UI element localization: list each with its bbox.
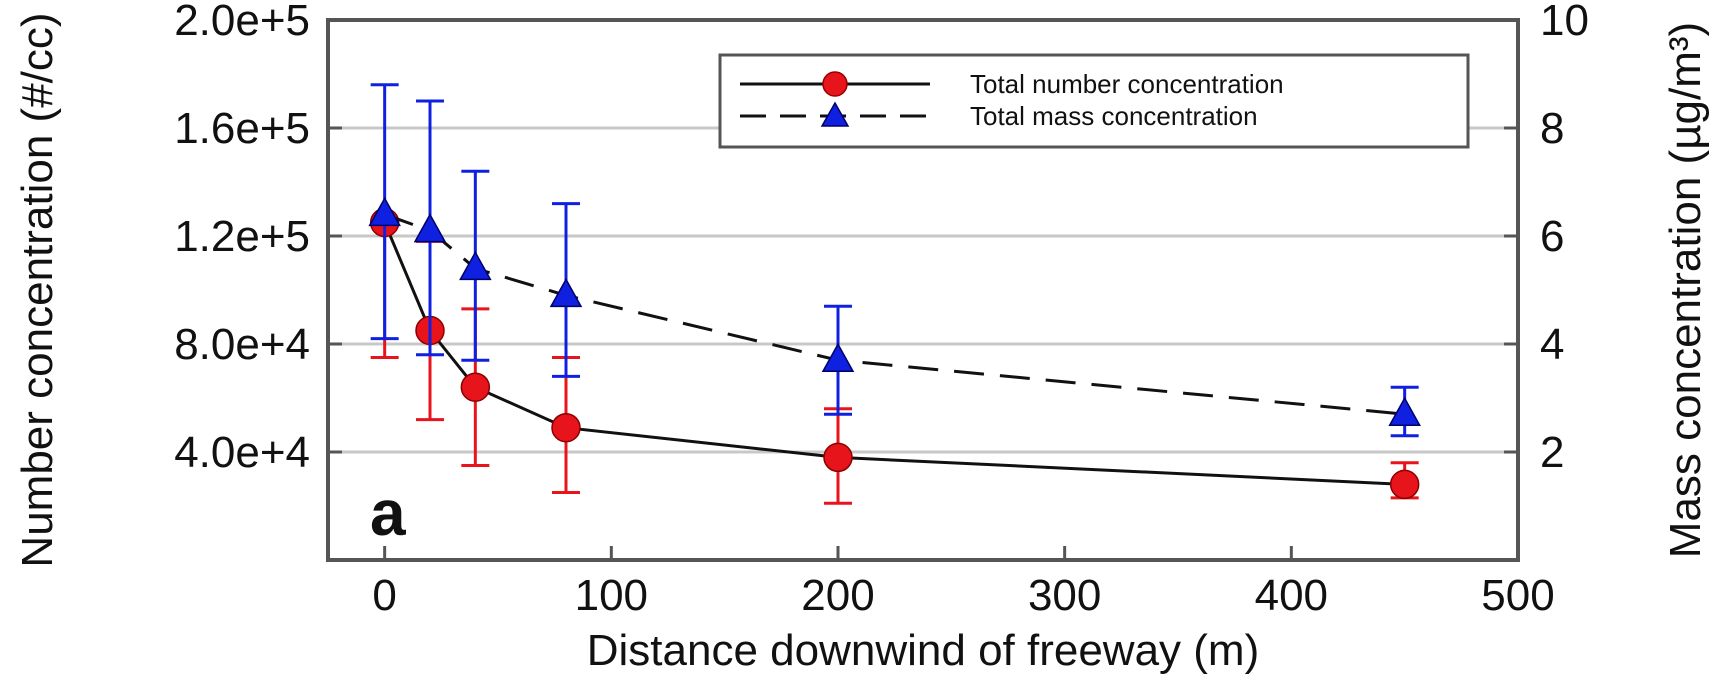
series-line	[384, 212, 1405, 416]
data-point	[460, 372, 491, 402]
legend-label-mass: Total mass concentration	[970, 101, 1258, 131]
y-right-axis-title: Mass concentration (µg/m³)	[1661, 22, 1710, 558]
data-point	[549, 277, 583, 308]
series-1	[368, 83, 1421, 438]
legend: Total number concentration Total mass co…	[718, 53, 1470, 149]
y-left-tick-label: 1.6e+5	[174, 104, 310, 153]
x-tick-label: 500	[1481, 571, 1554, 620]
data-point	[368, 196, 401, 227]
data-point	[823, 442, 853, 473]
data-point	[821, 342, 855, 372]
data-point	[1388, 396, 1421, 426]
y-left-tick-labels: 4.0e+4 8.0e+4 1.2e+5 1.6e+5 2.0e+5	[174, 0, 310, 477]
grid-lines	[328, 126, 1518, 454]
series-layer	[368, 83, 1421, 505]
x-tick-labels: 0 100 200 300 400 500	[372, 571, 1554, 620]
plot-frame	[326, 18, 1520, 562]
series-line	[383, 221, 1405, 486]
legend-marker-number	[822, 71, 848, 97]
x-tick-label: 100	[575, 571, 648, 620]
legend-label-number: Total number concentration	[970, 69, 1284, 99]
y-right-tick-labels: 2 4 6 8 10	[1540, 0, 1589, 477]
data-point	[413, 213, 447, 243]
data-point	[551, 412, 581, 443]
legend-box	[718, 53, 1470, 149]
panel-label: a	[370, 477, 406, 549]
y-left-tick-label: 4.0e+4	[174, 428, 310, 477]
series-0	[369, 207, 1420, 505]
y-right-tick-label: 4	[1540, 320, 1564, 369]
y-left-tick-label: 8.0e+4	[174, 320, 310, 369]
y-left-axis-title: Number concentration (#/cc)	[13, 12, 62, 567]
y-right-tick-label: 2	[1540, 428, 1564, 477]
y-left-tick-label: 1.2e+5	[174, 212, 310, 261]
data-point	[1389, 469, 1420, 500]
x-tick-label: 400	[1255, 571, 1328, 620]
legend-marker-mass	[820, 101, 850, 127]
y-left-tick-label: 2.0e+5	[174, 0, 310, 45]
tick-marks	[328, 18, 1520, 560]
y-right-tick-label: 8	[1540, 104, 1564, 153]
x-axis-title: Distance downwind of freeway (m)	[587, 626, 1259, 675]
x-tick-label: 0	[372, 571, 396, 620]
x-tick-label: 300	[1028, 571, 1101, 620]
data-point	[459, 250, 492, 281]
y-right-tick-label: 10	[1540, 0, 1589, 45]
y-right-tick-label: 6	[1540, 212, 1564, 261]
x-tick-label: 200	[801, 571, 874, 620]
